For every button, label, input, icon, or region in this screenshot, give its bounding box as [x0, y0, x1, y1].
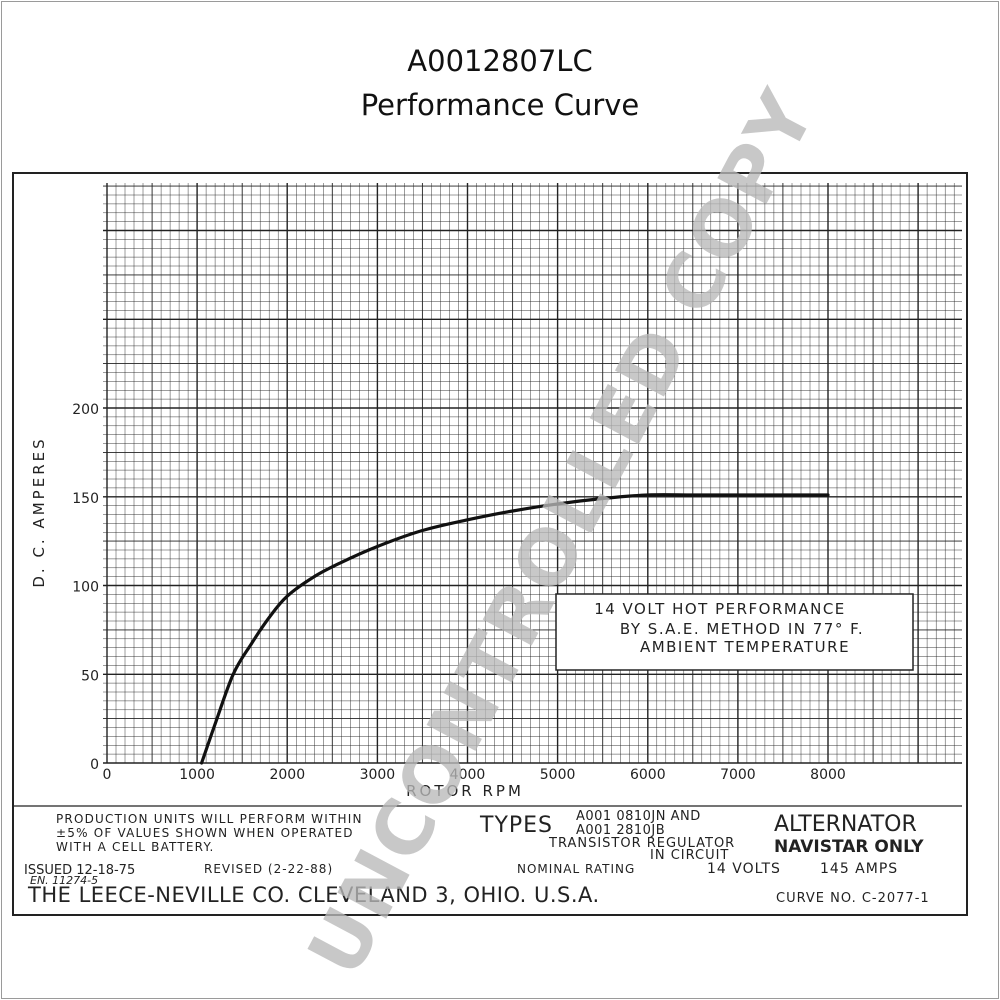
series-line	[200, 493, 830, 765]
y-tick-label: 100	[72, 580, 99, 596]
y-tick-label: 200	[72, 402, 99, 418]
y-tick-label: 0	[90, 757, 99, 773]
page-subtitle: Performance Curve	[360, 88, 640, 122]
nominal-rating-label: NOMINAL RATING	[517, 862, 635, 876]
x-tick-label: 8000	[810, 767, 846, 783]
production-note-line-1: PRODUCTION UNITS WILL PERFORM WITHIN	[56, 812, 363, 826]
axis-titles: D. C. AMPERES ROTOR RPM	[30, 436, 524, 800]
company-name: THE LEECE-NEVILLE CO. CLEVELAND 3, OHIO.…	[27, 883, 600, 907]
types-value-1: A001 0810JN AND	[576, 809, 701, 824]
issued-date: ISSUED 12-18-75	[24, 863, 135, 878]
x-tick-label: 4000	[450, 767, 486, 783]
types-value-2: A001 2810JB	[576, 823, 665, 838]
footer-block: PRODUCTION UNITS WILL PERFORM WITHIN ±5%…	[14, 805, 962, 907]
regulator-line-2: IN CIRCUIT	[650, 848, 729, 863]
en-number: EN. 11274-5	[30, 874, 98, 887]
y-axis-label: D. C. AMPERES	[30, 436, 48, 587]
annotation-line-3: AMBIENT TEMPERATURE	[640, 638, 850, 656]
regulator-line-1: TRANSISTOR REGULATOR	[548, 836, 735, 851]
y-tick-label: 50	[81, 668, 99, 684]
graph-sheet	[12, 172, 968, 916]
nominal-volts: 14 VOLTS	[707, 861, 781, 877]
navistar-label: NAVISTAR ONLY	[774, 837, 924, 857]
production-note-line-3: WITH A CELL BATTERY.	[56, 840, 215, 854]
production-note-line-2: ±5% OF VALUES SHOWN WHEN OPERATED	[56, 826, 354, 840]
x-tick-label: 1000	[179, 767, 215, 783]
curve-number: CURVE NO. C-2077-1	[776, 891, 930, 906]
page-title: A0012807LC	[407, 44, 593, 78]
x-axis-label: ROTOR RPM	[406, 782, 524, 800]
x-tick-label: 3000	[360, 767, 396, 783]
annotation-line-2: BY S.A.E. METHOD IN 77° F.	[620, 620, 864, 638]
annotation-line-1: 14 VOLT HOT PERFORMANCE	[594, 600, 846, 618]
nominal-amps: 145 AMPS	[820, 861, 898, 877]
series-layer	[200, 493, 830, 765]
tick-labels: 0 1000 2000 3000 4000 5000 6000 7000 8000 0 50 100 1…	[72, 402, 846, 783]
x-tick-label: 5000	[540, 767, 576, 783]
types-label: TYPES	[479, 813, 553, 838]
x-tick-label: 0	[103, 767, 112, 783]
x-tick-label: 2000	[269, 767, 305, 783]
x-tick-label: 7000	[720, 767, 756, 783]
y-tick-label: 150	[72, 491, 99, 507]
annotation-box: 14 VOLT HOT PERFORMANCE BY S.A.E. METHOD…	[555, 593, 914, 671]
alternator-label: ALTERNATOR	[774, 812, 917, 837]
revised-date: REVISED (2-22-88)	[204, 862, 333, 876]
x-tick-label: 6000	[630, 767, 666, 783]
